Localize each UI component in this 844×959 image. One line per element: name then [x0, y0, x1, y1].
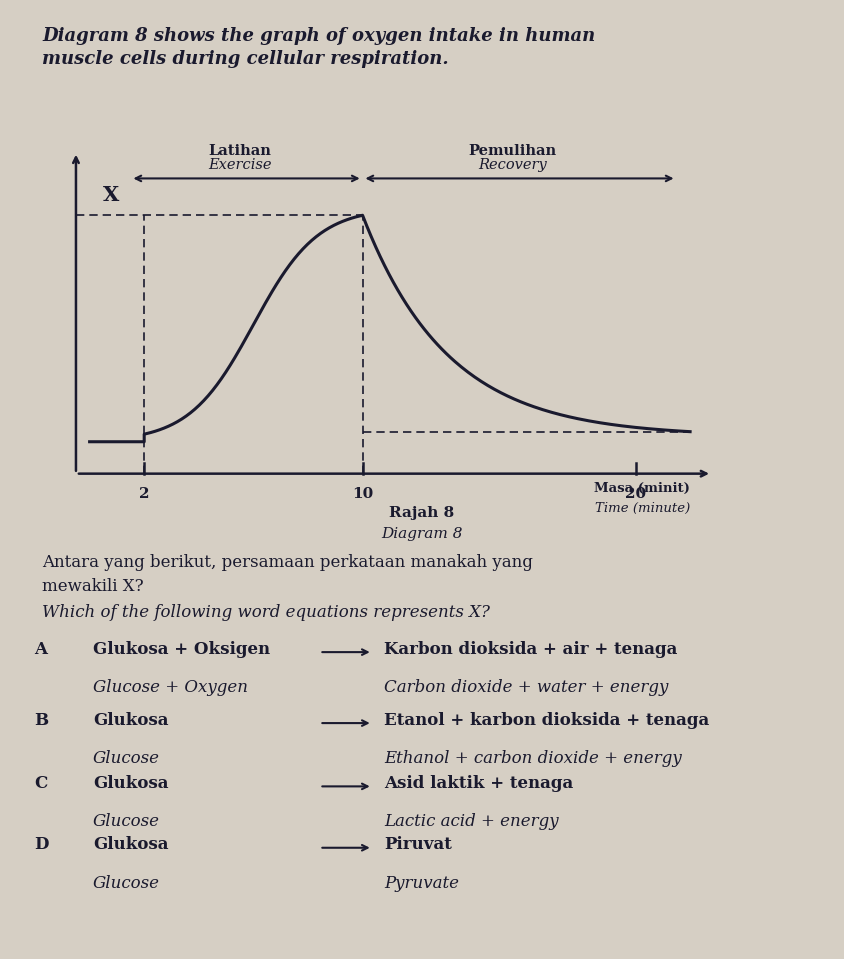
Text: 10: 10: [352, 487, 373, 501]
Text: 20: 20: [625, 487, 646, 501]
Text: B: B: [34, 712, 48, 729]
Text: Lactic acid + energy: Lactic acid + energy: [384, 813, 559, 830]
Text: Time (minute): Time (minute): [595, 502, 690, 515]
Text: X: X: [103, 184, 120, 204]
Text: Glukosa: Glukosa: [93, 836, 168, 854]
Text: Piruvat: Piruvat: [384, 836, 452, 854]
Text: D: D: [34, 836, 48, 854]
Text: Rajah 8: Rajah 8: [389, 506, 455, 521]
Text: Exercise: Exercise: [208, 158, 272, 172]
Text: Asid laktik + tenaga: Asid laktik + tenaga: [384, 775, 573, 792]
Text: Glucose: Glucose: [93, 875, 160, 892]
Text: Pemulihan: Pemulihan: [468, 145, 557, 158]
Text: C: C: [34, 775, 47, 792]
Text: Latihan: Latihan: [208, 145, 271, 158]
Text: Glukosa: Glukosa: [93, 712, 168, 729]
Text: Glucose: Glucose: [93, 750, 160, 767]
Text: A: A: [34, 641, 46, 658]
Text: 2: 2: [139, 487, 149, 501]
Text: Glukosa: Glukosa: [93, 775, 168, 792]
Text: Recovery: Recovery: [479, 158, 547, 172]
Text: Glukosa + Oksigen: Glukosa + Oksigen: [93, 641, 270, 658]
Text: Antara yang berikut, persamaan perkataan manakah yang
mewakili X?: Antara yang berikut, persamaan perkataan…: [42, 554, 533, 595]
Text: Glucose + Oxygen: Glucose + Oxygen: [93, 679, 248, 696]
Text: Diagram 8 shows the graph of oxygen intake in human
muscle cells during cellular: Diagram 8 shows the graph of oxygen inta…: [42, 27, 596, 68]
Text: Ethanol + carbon dioxide + energy: Ethanol + carbon dioxide + energy: [384, 750, 682, 767]
Text: Pyruvate: Pyruvate: [384, 875, 459, 892]
Text: Diagram 8: Diagram 8: [381, 527, 463, 542]
Text: Carbon dioxide + water + energy: Carbon dioxide + water + energy: [384, 679, 668, 696]
Text: Glucose: Glucose: [93, 813, 160, 830]
Text: Etanol + karbon dioksida + tenaga: Etanol + karbon dioksida + tenaga: [384, 712, 709, 729]
Text: Masa (minit): Masa (minit): [594, 481, 690, 495]
Text: Which of the following word equations represents X?: Which of the following word equations re…: [42, 604, 490, 621]
Text: Karbon dioksida + air + tenaga: Karbon dioksida + air + tenaga: [384, 641, 678, 658]
